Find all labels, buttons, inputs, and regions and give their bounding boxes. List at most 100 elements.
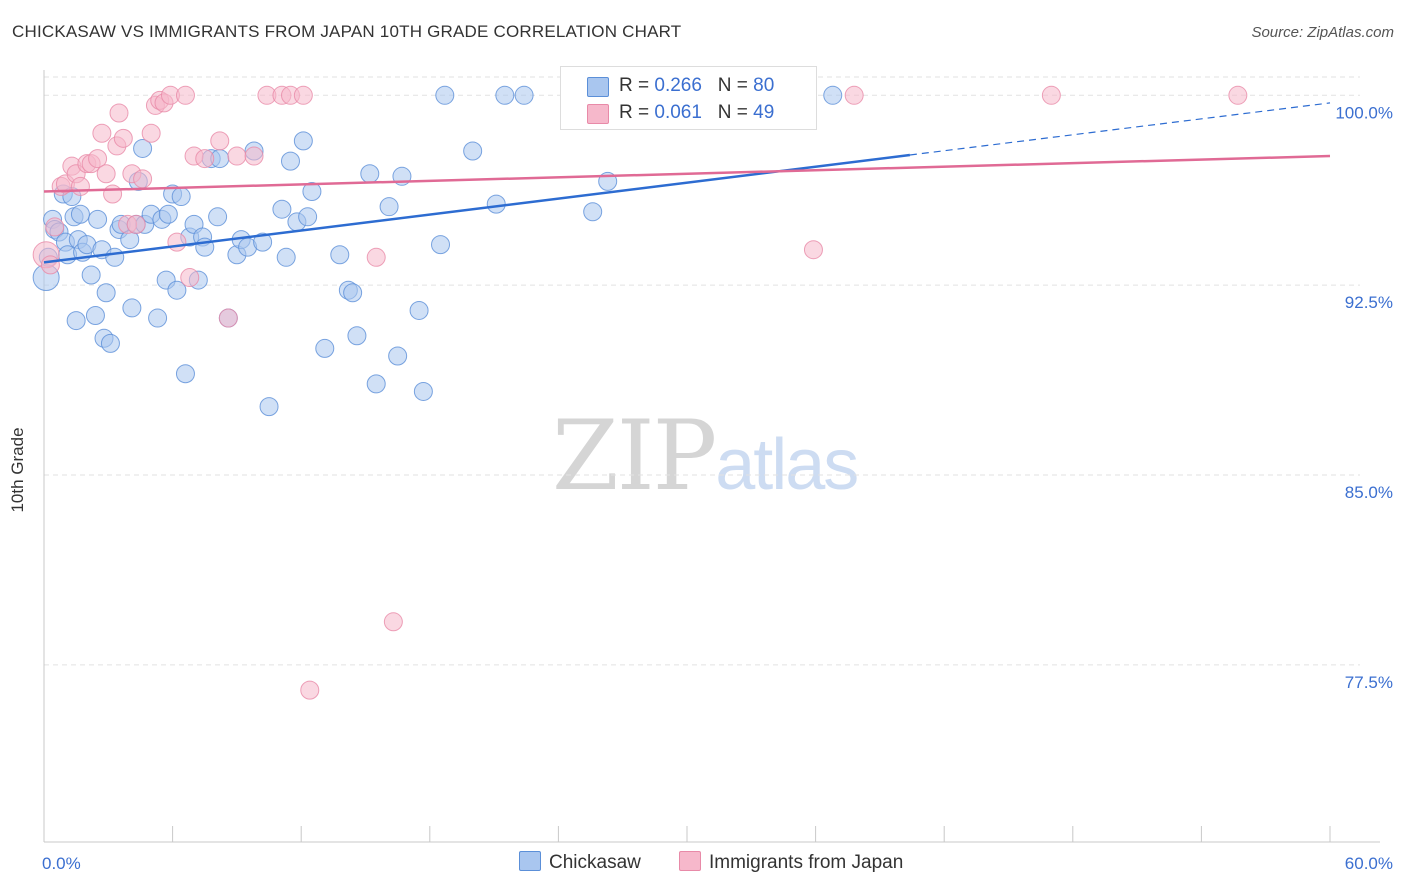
tick-labels: 77.5% 85.0% 92.5% 100.0% 0.0% 60.0%	[42, 103, 1393, 873]
r-label: R =	[619, 102, 655, 123]
chickasaw-point	[379, 197, 399, 217]
chickasaw-point	[293, 131, 313, 151]
chickasaw-point	[133, 138, 153, 158]
watermark-atlas: atlas	[715, 425, 859, 505]
chickasaw-point	[823, 85, 843, 105]
y-tick-label: 92.5%	[1345, 293, 1393, 312]
japan-point	[803, 240, 823, 260]
chickasaw-point	[272, 199, 292, 219]
japan-point	[167, 232, 187, 252]
japan-points	[32, 85, 1248, 700]
chickasaw-point	[486, 194, 506, 214]
chickasaw-point	[105, 247, 125, 267]
x-tick-label: 60.0%	[1345, 854, 1393, 873]
japan-point	[109, 103, 129, 123]
bottom-swatch-blue	[519, 851, 541, 871]
chickasaw-point	[253, 232, 273, 252]
japan-point	[227, 146, 247, 166]
r-value: 0.266	[654, 75, 702, 96]
japan-point	[300, 680, 320, 700]
chickasaw-point	[81, 265, 101, 285]
japan-point	[1228, 85, 1248, 105]
chickasaw-point	[66, 311, 86, 331]
chickasaw-point	[148, 308, 168, 328]
y-tick-label: 77.5%	[1345, 673, 1393, 692]
japan-point	[293, 85, 313, 105]
chickasaw-point	[171, 187, 191, 207]
bottom-swatch-pink	[679, 851, 701, 871]
japan-point	[92, 123, 112, 143]
japan-point	[141, 123, 161, 143]
japan-point	[133, 169, 153, 189]
source-credit: Source: ZipAtlas.com	[1251, 24, 1394, 41]
japan-point	[175, 85, 195, 105]
bottom-legend-chickasaw: Chickasaw	[519, 851, 641, 877]
chickasaw-point	[100, 333, 120, 353]
r-value: 0.061	[654, 102, 702, 123]
bottom-legend-label: Chickasaw	[549, 852, 641, 873]
grid-lines	[44, 76, 1360, 666]
chickasaw-points	[32, 85, 843, 417]
chickasaw-point	[302, 181, 322, 201]
chickasaw-point	[514, 85, 534, 105]
chickasaw-point	[330, 245, 350, 265]
chickasaw-point	[315, 338, 335, 358]
japan-point	[88, 149, 108, 169]
japan-point	[210, 131, 230, 151]
chickasaw-point	[158, 204, 178, 224]
chickasaw-point	[122, 298, 142, 318]
japan-point	[366, 247, 386, 267]
chickasaw-point	[347, 326, 367, 346]
japan-point	[1041, 85, 1061, 105]
chickasaw-point	[167, 280, 187, 300]
legend-swatch-pink	[587, 104, 609, 124]
japan-trend-line	[43, 154, 1331, 193]
chickasaw-point	[175, 364, 195, 384]
chickasaw-point	[88, 209, 108, 229]
legend-text-japan: R = 0.061 N = 49	[619, 102, 774, 124]
chickasaw-point	[413, 381, 433, 401]
n-value: 49	[753, 102, 775, 123]
chickasaw-point	[280, 151, 300, 171]
chart-title: CHICKASAW VS IMMIGRANTS FROM JAPAN 10TH …	[12, 22, 682, 41]
y-tick-label: 100.0%	[1335, 103, 1393, 122]
japan-point	[45, 217, 65, 237]
stats-legend: R = 0.266 N = 80 R = 0.061 N = 49	[560, 66, 817, 130]
japan-point	[195, 149, 215, 169]
japan-point	[244, 146, 264, 166]
chickasaw-point	[435, 85, 455, 105]
japan-point	[40, 255, 60, 275]
watermark-zip: ZIP	[552, 400, 717, 512]
legend-text-chickasaw: R = 0.266 N = 80	[619, 75, 774, 97]
n-value: 80	[753, 75, 775, 96]
chickasaw-point	[431, 235, 451, 255]
watermark: ZIPatlas	[552, 400, 859, 512]
chickasaw-point	[259, 397, 279, 417]
japan-point	[113, 128, 133, 148]
bottom-legend-japan: Immigrants from Japan	[679, 851, 903, 877]
trend-lines	[43, 102, 1331, 264]
japan-point	[103, 184, 123, 204]
japan-point	[126, 214, 146, 234]
chickasaw-point	[70, 204, 90, 224]
n-label: N =	[717, 75, 754, 96]
chickasaw-point	[366, 374, 386, 394]
chickasaw-point	[276, 247, 296, 267]
chickasaw-point	[96, 283, 116, 303]
chickasaw-point	[360, 164, 380, 184]
japan-point	[96, 164, 116, 184]
axes	[43, 70, 1380, 843]
chickasaw-trend-line	[43, 153, 911, 264]
chickasaw-trend-extension	[909, 102, 1331, 156]
chickasaw-point	[85, 306, 105, 326]
chickasaw-point	[208, 207, 228, 227]
japan-point	[70, 176, 90, 196]
chickasaw-point	[298, 207, 318, 227]
chickasaw-point	[343, 283, 363, 303]
chickasaw-point	[495, 85, 515, 105]
chickasaw-point	[388, 346, 408, 366]
x-tick-label: 0.0%	[42, 854, 81, 873]
y-tick-label: 85.0%	[1345, 483, 1393, 502]
japan-point	[383, 612, 403, 632]
japan-point	[180, 268, 200, 288]
